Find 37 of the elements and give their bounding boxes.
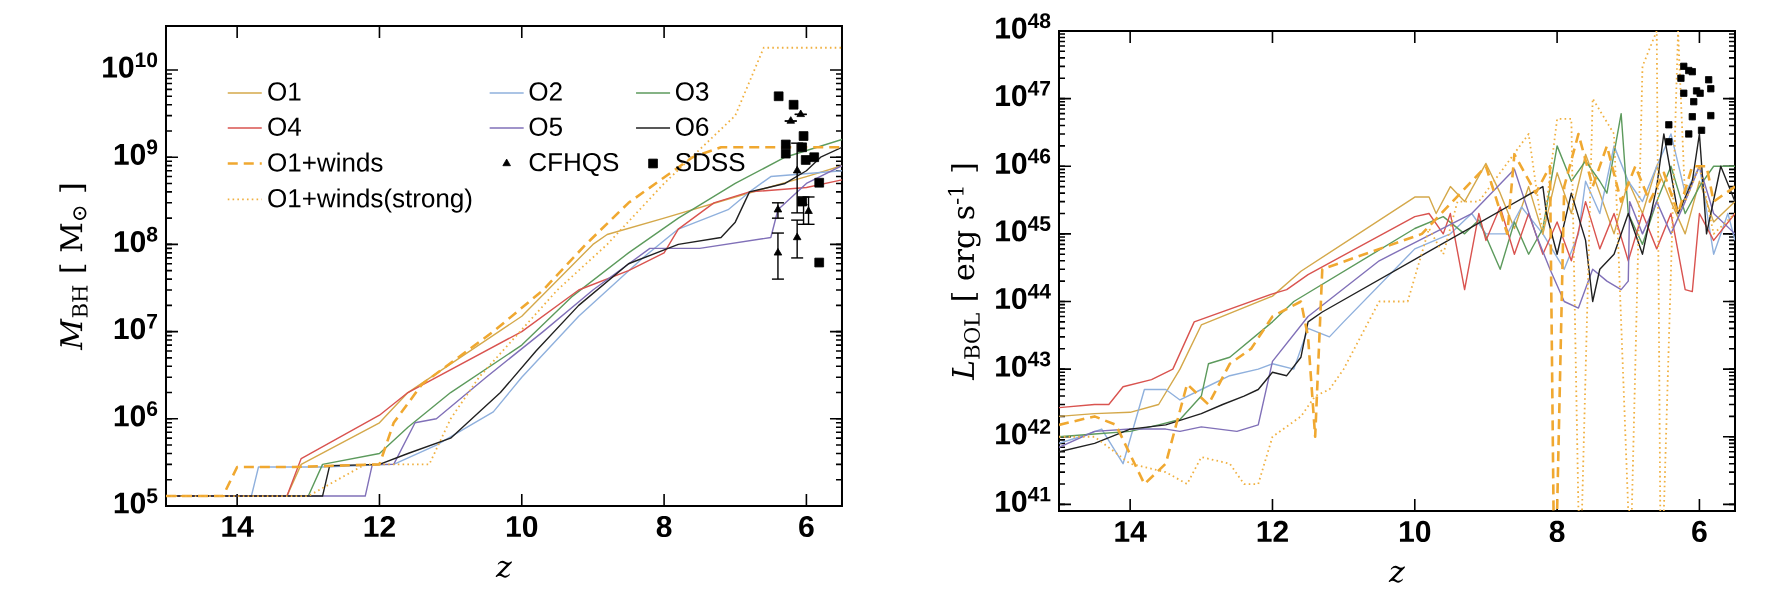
y-tick-label: 10$^{45}$ — [996, 216, 1051, 242]
y-tick-label: 10$^{47}$ — [996, 81, 1051, 107]
y-tick-label: 10$^{9}$ — [114, 139, 158, 165]
x-tick-label: 8 — [1549, 520, 1565, 543]
x-tick-label: 14 — [222, 516, 254, 537]
y-axis-title: M$_{BH}$ [ M$_{⊙}$ ] — [59, 184, 88, 351]
y-tick-label: 10$^{10}$ — [103, 52, 158, 78]
x-tick-label: 10 — [506, 515, 538, 538]
y-tick-label: 10$^{46}$ — [996, 148, 1051, 174]
legend-label: O3 — [675, 82, 709, 101]
y-tick-label: 10$^{44}$ — [996, 283, 1051, 310]
legend-label: O2 — [529, 82, 562, 101]
y-tick-label: 10$^{42}$ — [996, 419, 1051, 445]
x-tick-label: 10 — [1399, 520, 1431, 543]
x-axis-title: z — [1388, 565, 1405, 583]
x-tick-label: 6 — [1692, 520, 1707, 543]
y-tick-label: 10$^{41}$ — [996, 486, 1051, 513]
x-tick-label: 12 — [1257, 520, 1288, 542]
legend-label: O5 — [529, 117, 562, 136]
y-tick-label: 10$^{48}$ — [996, 13, 1051, 39]
legend-label: O1+winds(strong) — [268, 188, 472, 213]
legend-label: O1 — [268, 82, 301, 101]
legend-label: O6 — [675, 117, 709, 136]
x-tick-label: 14 — [1115, 521, 1147, 542]
x-axis-title: z — [495, 560, 512, 578]
x-tick-label: 12 — [364, 515, 395, 537]
y-tick-label: 10$^{5}$ — [114, 488, 158, 514]
legend-label: O4 — [268, 117, 301, 136]
y-tick-label: 10$^{6}$ — [114, 401, 158, 427]
x-tick-label: 8 — [656, 515, 672, 538]
y-tick-label: 10$^{8}$ — [114, 226, 158, 253]
legend-label: CFHQS — [529, 152, 619, 176]
x-tick-label: 6 — [799, 515, 814, 538]
y-axis-title: L$_{BOL}$ [ erg s$^{-1}$ ] — [947, 164, 981, 381]
y-tick-label: 10$^{7}$ — [114, 314, 158, 340]
y-tick-label: 10$^{43}$ — [996, 351, 1051, 377]
legend-label: O1+winds — [268, 152, 383, 172]
